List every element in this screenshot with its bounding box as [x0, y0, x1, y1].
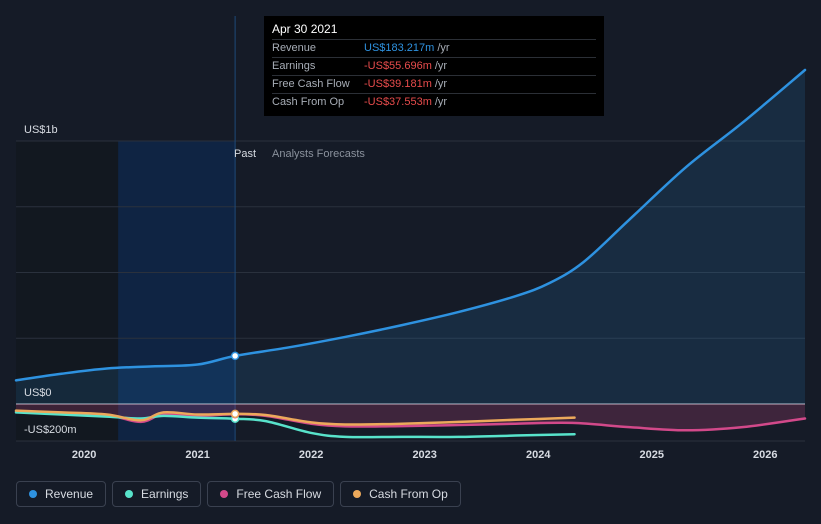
- tooltip-date: Apr 30 2021: [272, 22, 338, 36]
- series-area: [16, 404, 805, 431]
- tooltip-value: US$183.217m: [364, 42, 435, 54]
- legend-dot-icon: [125, 490, 134, 498]
- chart-legend: Revenue Earnings Free Cash Flow Cash Fro…: [16, 481, 461, 507]
- past-region-label: Past: [234, 148, 256, 160]
- x-tick-label: 2021: [185, 449, 209, 461]
- tooltip-value: -US$39.181m: [364, 78, 432, 90]
- tooltip-row-cash-from-op: Cash From Op -US$37.553m /yr: [272, 93, 596, 111]
- x-tick-label: 2024: [526, 449, 551, 461]
- series-line: [14, 410, 807, 432]
- series-marker: [230, 351, 240, 361]
- tooltip-unit: /yr: [434, 96, 448, 108]
- legend-dot-icon: [353, 490, 362, 498]
- legend-dot-icon: [220, 490, 229, 498]
- legend-dot-icon: [29, 490, 37, 498]
- legend-free-cash-flow-toggle[interactable]: Free Cash Flow: [207, 481, 335, 507]
- y-axis-top-label: US$1b: [24, 124, 58, 136]
- tooltip-label: Cash From Op: [272, 96, 345, 108]
- tooltip-value: -US$37.553m: [364, 96, 432, 108]
- highlight-band: [118, 141, 236, 441]
- series-line: [14, 411, 576, 439]
- x-tick-label: 2023: [412, 449, 436, 461]
- tooltip-value: -US$55.696m: [364, 60, 432, 72]
- tooltip-label: Earnings: [272, 60, 316, 72]
- legend-label: Free Cash Flow: [236, 487, 322, 501]
- legend-earnings-toggle[interactable]: Earnings: [112, 481, 202, 507]
- x-tick-label: 2022: [299, 449, 323, 461]
- x-tick-label: 2026: [753, 449, 777, 461]
- series-line: [14, 68, 807, 382]
- legend-label: Cash From Op: [369, 487, 448, 501]
- tooltip-row-revenue: Revenue US$183.217m /yr: [272, 39, 596, 57]
- tooltip-unit: /yr: [434, 78, 448, 90]
- tooltip-unit: /yr: [437, 42, 450, 54]
- series-line: [14, 409, 576, 426]
- legend-revenue-toggle[interactable]: Revenue: [16, 481, 107, 507]
- tooltip-label: Revenue: [272, 42, 317, 54]
- forecast-region-label: Analysts Forecasts: [272, 148, 365, 160]
- x-tick-label: 2025: [639, 449, 663, 461]
- tooltip-row-free-cash-flow: Free Cash Flow -US$39.181m /yr: [272, 75, 596, 93]
- tooltip-unit: /yr: [434, 60, 448, 72]
- series-marker: [230, 409, 240, 419]
- hover-tooltip: Apr 30 2021 Revenue US$183.217m /yr Earn…: [264, 16, 604, 116]
- y-axis-zero-label: US$0: [24, 387, 52, 399]
- y-axis-bottom-label: -US$200m: [24, 424, 77, 436]
- legend-label: Earnings: [141, 487, 189, 501]
- legend-cash-from-op-toggle[interactable]: Cash From Op: [340, 481, 461, 507]
- x-tick-label: 2020: [72, 449, 96, 461]
- legend-label: Revenue: [45, 487, 94, 501]
- series-area: [16, 69, 805, 405]
- tooltip-label: Free Cash Flow: [272, 78, 350, 90]
- tooltip-row-earnings: Earnings -US$55.696m /yr: [272, 57, 596, 75]
